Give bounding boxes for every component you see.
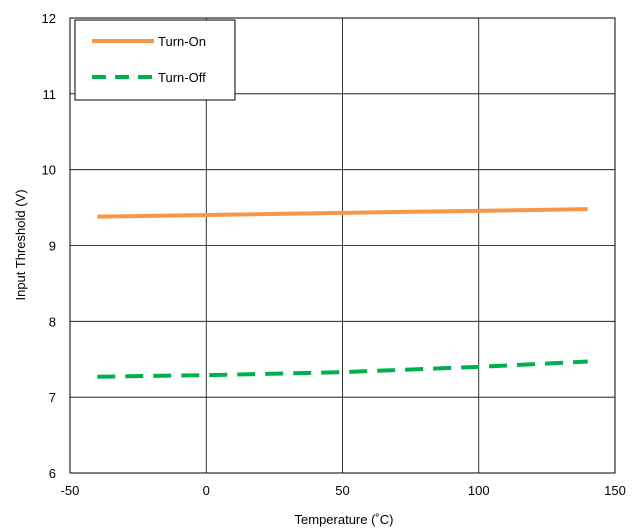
y-axis-title: Input Threshold (V) bbox=[13, 189, 28, 300]
y-tick-labels: 6 7 8 9 10 11 12 bbox=[42, 11, 56, 481]
y-tick-label: 6 bbox=[49, 466, 56, 481]
legend: Turn-On Turn-Off bbox=[74, 19, 236, 101]
y-tick-label: 11 bbox=[43, 87, 57, 102]
legend-label-turn-off: Turn-Off bbox=[158, 70, 206, 85]
y-tick-label: 9 bbox=[49, 239, 56, 254]
plot-frame bbox=[69, 17, 616, 474]
y-tick-label: 10 bbox=[42, 163, 56, 178]
series-layer bbox=[97, 207, 588, 379]
x-tick-label: 100 bbox=[468, 483, 490, 498]
x-tick-label: 50 bbox=[335, 483, 349, 498]
y-tick-label: 12 bbox=[42, 11, 56, 26]
x-tick-label: -50 bbox=[61, 483, 80, 498]
series-line-turn-off bbox=[97, 359, 588, 379]
legend-box bbox=[74, 19, 236, 101]
x-tick-labels: -50 0 50 100 150 bbox=[61, 483, 626, 498]
x-tick-label: 150 bbox=[604, 483, 626, 498]
y-tick-label: 8 bbox=[49, 314, 56, 329]
x-tick-label: 0 bbox=[203, 483, 210, 498]
y-tick-label: 7 bbox=[49, 390, 56, 405]
x-axis-title: Temperature (˚C) bbox=[295, 512, 394, 527]
series-line-turn-on bbox=[97, 207, 588, 219]
legend-label-turn-on: Turn-On bbox=[158, 34, 206, 49]
